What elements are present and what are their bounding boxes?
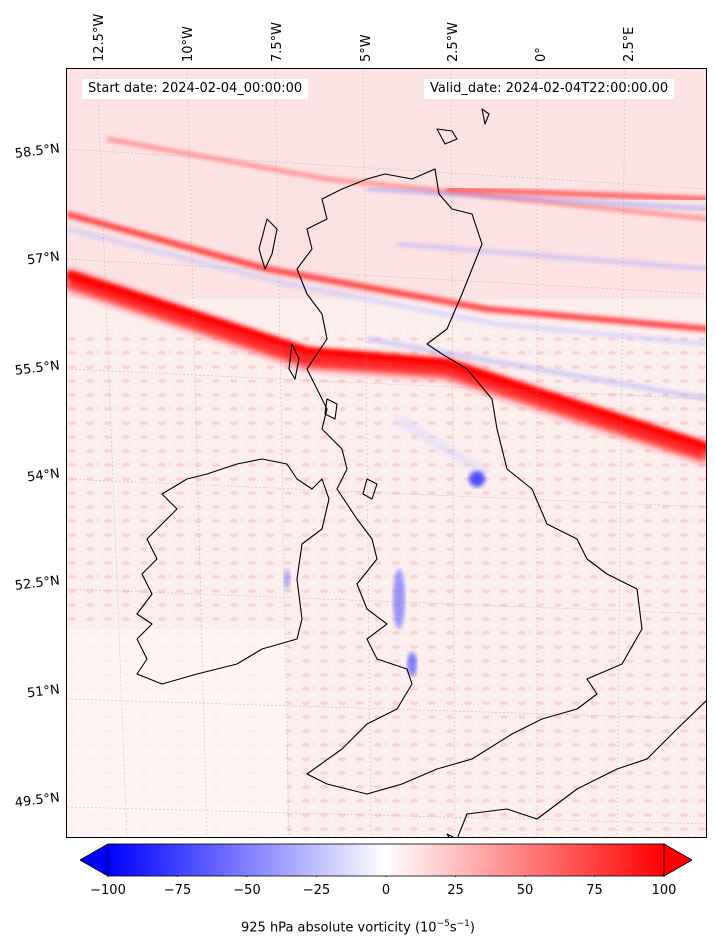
lon-label-5w: 5°W [359,34,374,62]
lat-label-51n: 51°N [26,682,61,702]
vorticity-map [66,68,707,838]
lat-label-57n: 57°N [26,249,61,269]
colorbar-tick-label: −25 [302,883,331,898]
colorbar-tick-label: 100 [651,883,677,898]
lon-label-2-5e: 2.5°E [622,26,637,62]
lat-label-49-5n: 49.5°N [14,790,61,811]
start-date-label: Start date: 2024-02-04_00:00:00 [82,79,309,99]
colorbar-title: 925 hPa absolute vorticity (10−5s−1) [241,919,475,936]
colorbar-tick-label: 0 [381,883,391,898]
vorticity-bands [67,137,706,676]
lat-label-58-5n: 58.5°N [14,141,61,162]
colorbar-tick-label: −50 [233,883,261,898]
colorbar-tick-label: 75 [586,883,603,898]
colorbar-tick-label: −100 [90,883,126,898]
lat-label-54n: 54°N [26,466,61,486]
colorbar-max-extend [663,843,692,877]
lat-label-52-5n: 52.5°N [14,573,61,594]
coastlines [136,108,706,837]
lon-label-12-5w: 12.5°W [92,13,107,62]
lon-label-7-5w: 7.5°W [270,21,285,62]
lat-label-55-5n: 55.5°N [14,358,61,379]
valid-date-label: Valid_date: 2024-02-04T22:00:00.00 [424,79,675,99]
colorbar-tick-label: −75 [163,883,192,898]
graticule [67,69,706,837]
colorbar [80,843,692,877]
colorbar-tick-label: 25 [447,883,464,898]
map-canvas [67,69,706,837]
lon-label-0: 0° [534,47,549,62]
colorbar-min-extend [80,843,109,877]
colorbar-tick-label: 50 [516,883,534,898]
colorbar-gradient [107,843,665,877]
lon-label-10w: 10°W [181,26,196,62]
lon-label-2-5w: 2.5°W [446,21,461,62]
